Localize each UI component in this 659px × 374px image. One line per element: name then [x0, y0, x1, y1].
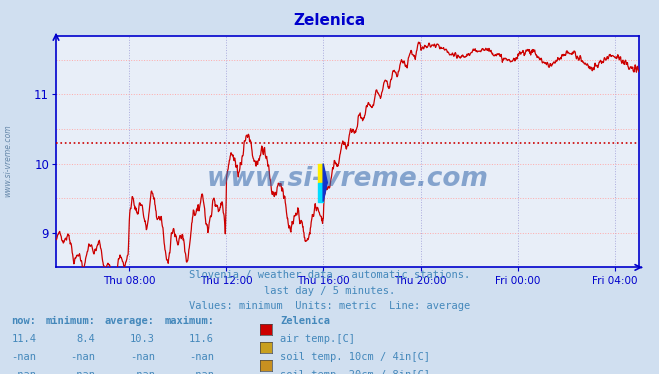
Bar — [318, 183, 324, 202]
Text: -nan: -nan — [130, 352, 155, 362]
Text: -nan: -nan — [11, 352, 36, 362]
Text: minimum:: minimum: — [45, 316, 96, 326]
Text: now:: now: — [11, 316, 36, 326]
Text: 11.6: 11.6 — [189, 334, 214, 344]
Text: Values: minimum  Units: metric  Line: average: Values: minimum Units: metric Line: aver… — [189, 301, 470, 311]
Text: -nan: -nan — [189, 352, 214, 362]
Text: www.si-vreme.com: www.si-vreme.com — [3, 125, 13, 197]
Text: Zelenica: Zelenica — [280, 316, 330, 326]
Text: -nan: -nan — [11, 370, 36, 374]
Text: -nan: -nan — [189, 370, 214, 374]
Text: 10.3: 10.3 — [130, 334, 155, 344]
Text: 11.4: 11.4 — [11, 334, 36, 344]
Text: average:: average: — [105, 316, 155, 326]
Text: www.si-vreme.com: www.si-vreme.com — [207, 166, 488, 192]
Polygon shape — [323, 163, 328, 202]
Bar — [318, 163, 324, 183]
Text: 8.4: 8.4 — [77, 334, 96, 344]
Text: -nan: -nan — [71, 352, 96, 362]
Text: -nan: -nan — [130, 370, 155, 374]
Text: -nan: -nan — [71, 370, 96, 374]
Text: soil temp. 20cm / 8in[C]: soil temp. 20cm / 8in[C] — [280, 370, 430, 374]
Text: air temp.[C]: air temp.[C] — [280, 334, 355, 344]
Text: soil temp. 10cm / 4in[C]: soil temp. 10cm / 4in[C] — [280, 352, 430, 362]
Text: Zelenica: Zelenica — [293, 13, 366, 28]
Text: last day / 5 minutes.: last day / 5 minutes. — [264, 286, 395, 296]
Text: Slovenia / weather data - automatic stations.: Slovenia / weather data - automatic stat… — [189, 270, 470, 280]
Text: maximum:: maximum: — [164, 316, 214, 326]
